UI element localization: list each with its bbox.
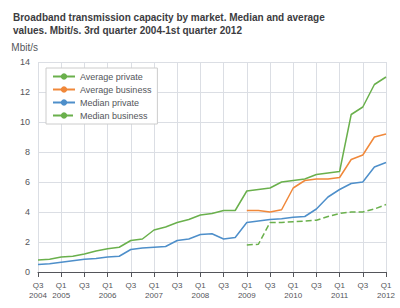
svg-text:Q1: Q1 bbox=[149, 281, 160, 290]
svg-text:values. Mbit/s. 3rd quarter 20: values. Mbit/s. 3rd quarter 2004-1st qua… bbox=[13, 25, 242, 36]
svg-text:Mbit/s: Mbit/s bbox=[11, 42, 38, 53]
svg-text:14: 14 bbox=[20, 57, 30, 67]
svg-text:2012: 2012 bbox=[377, 291, 395, 300]
svg-text:10: 10 bbox=[20, 117, 30, 127]
svg-text:Q1: Q1 bbox=[381, 281, 392, 290]
svg-text:6: 6 bbox=[25, 177, 30, 187]
svg-text:2005: 2005 bbox=[52, 291, 70, 300]
svg-text:Q3: Q3 bbox=[357, 281, 368, 290]
svg-text:Q3: Q3 bbox=[311, 281, 322, 290]
svg-text:Q3: Q3 bbox=[33, 281, 44, 290]
svg-text:Q1: Q1 bbox=[195, 281, 206, 290]
svg-text:Q1: Q1 bbox=[241, 281, 252, 290]
svg-text:Average private: Average private bbox=[80, 72, 143, 82]
svg-text:Q3: Q3 bbox=[79, 281, 90, 290]
svg-text:Q3: Q3 bbox=[172, 281, 183, 290]
svg-text:2006: 2006 bbox=[99, 291, 117, 300]
svg-text:8: 8 bbox=[25, 147, 30, 157]
svg-text:Q1: Q1 bbox=[334, 281, 345, 290]
svg-text:12: 12 bbox=[20, 87, 30, 97]
svg-text:2004: 2004 bbox=[29, 291, 47, 300]
svg-text:2: 2 bbox=[25, 237, 30, 247]
svg-text:2007: 2007 bbox=[145, 291, 163, 300]
svg-text:Median business: Median business bbox=[80, 111, 148, 121]
svg-text:4: 4 bbox=[25, 207, 30, 217]
svg-text:2009: 2009 bbox=[238, 291, 256, 300]
svg-text:0: 0 bbox=[25, 267, 30, 277]
svg-text:2008: 2008 bbox=[192, 291, 210, 300]
svg-text:Q1: Q1 bbox=[102, 281, 113, 290]
svg-text:Q3: Q3 bbox=[125, 281, 136, 290]
svg-text:Average business: Average business bbox=[80, 85, 152, 95]
svg-text:Q3: Q3 bbox=[265, 281, 276, 290]
svg-text:2011: 2011 bbox=[331, 291, 349, 300]
svg-text:Q1: Q1 bbox=[288, 281, 299, 290]
svg-text:Broadband transmission capacit: Broadband transmission capacity by marke… bbox=[13, 12, 325, 23]
svg-text:2010: 2010 bbox=[284, 291, 302, 300]
svg-text:Q3: Q3 bbox=[218, 281, 229, 290]
svg-text:Median private: Median private bbox=[80, 98, 139, 108]
svg-text:Q1: Q1 bbox=[56, 281, 67, 290]
